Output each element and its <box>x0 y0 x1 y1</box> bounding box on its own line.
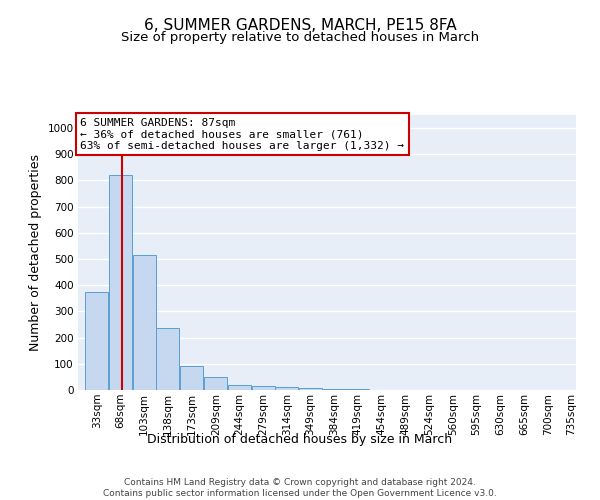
Text: 6, SUMMER GARDENS, MARCH, PE15 8FA: 6, SUMMER GARDENS, MARCH, PE15 8FA <box>143 18 457 32</box>
Bar <box>180 366 203 390</box>
Text: Distribution of detached houses by size in March: Distribution of detached houses by size … <box>148 432 452 446</box>
Bar <box>109 175 132 390</box>
Text: Contains HM Land Registry data © Crown copyright and database right 2024.
Contai: Contains HM Land Registry data © Crown c… <box>103 478 497 498</box>
Text: Size of property relative to detached houses in March: Size of property relative to detached ho… <box>121 31 479 44</box>
Bar <box>299 388 322 390</box>
Bar <box>85 292 109 390</box>
Bar <box>275 388 298 390</box>
Bar <box>251 386 275 390</box>
Bar <box>157 328 179 390</box>
Text: 6 SUMMER GARDENS: 87sqm
← 36% of detached houses are smaller (761)
63% of semi-d: 6 SUMMER GARDENS: 87sqm ← 36% of detache… <box>80 118 404 151</box>
Bar <box>133 255 156 390</box>
Y-axis label: Number of detached properties: Number of detached properties <box>29 154 42 351</box>
Bar <box>205 377 227 390</box>
Bar <box>228 386 251 390</box>
Bar <box>323 389 346 390</box>
